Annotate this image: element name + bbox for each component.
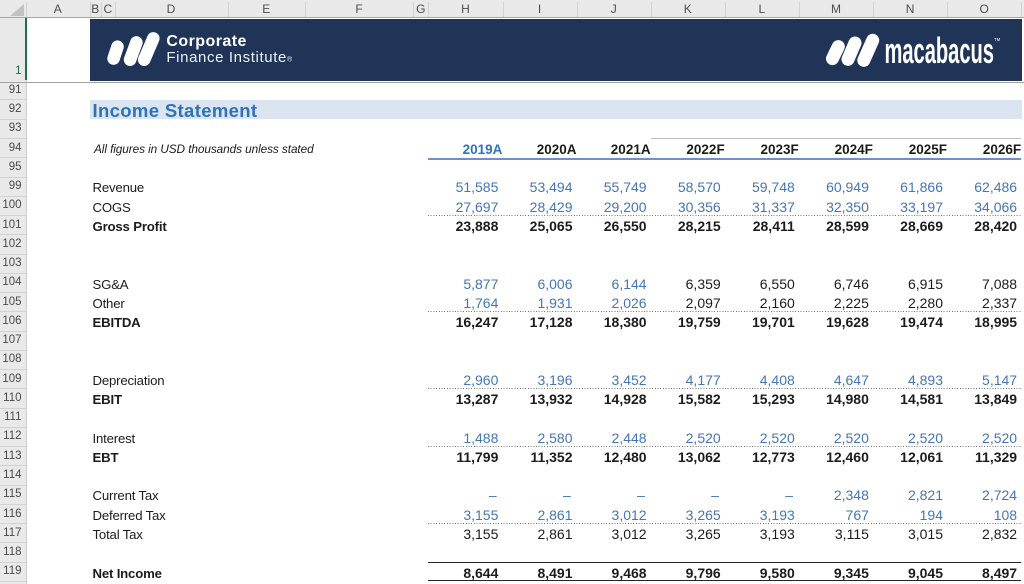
svg-text:TM: TM [994, 37, 1001, 42]
svg-text:macabacus: macabacus [885, 31, 995, 71]
